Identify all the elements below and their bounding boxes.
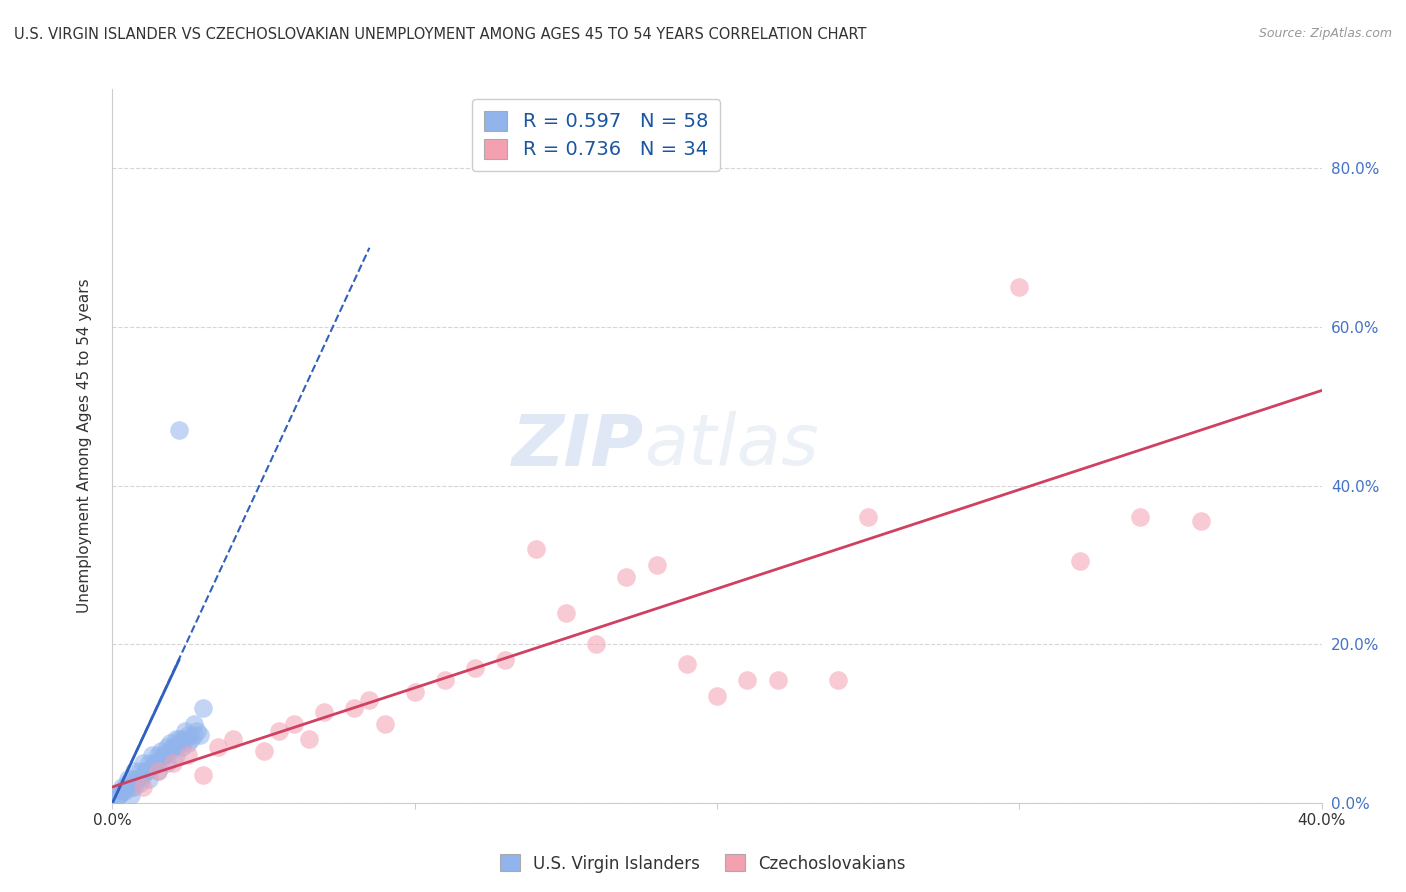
Point [132,756,155,771]
Point [104,792,127,806]
Point [283,716,305,731]
Point [162,740,184,755]
Point [135,764,157,778]
Point [165,732,187,747]
Point [180,732,202,747]
Point [122,764,145,778]
Point [222,732,245,747]
Point [167,732,190,747]
Point [359,692,381,706]
Point [675,657,697,671]
Point [645,558,668,572]
Point [141,760,163,774]
Point [433,673,456,687]
Point [117,776,139,790]
Point [149,752,172,766]
Point [174,724,197,739]
Point [267,724,290,739]
Text: ZIP: ZIP [512,411,644,481]
Point [110,784,132,798]
Text: Source: ZipAtlas.com: Source: ZipAtlas.com [1258,27,1392,40]
Point [464,661,486,675]
Point [138,772,160,786]
Point [159,744,181,758]
Point [177,748,200,763]
Point [117,772,139,786]
Point [110,784,132,798]
Point [132,780,155,794]
Point [153,748,176,763]
Point [143,756,166,771]
Point [156,756,179,771]
Point [120,772,142,786]
Point [114,784,136,798]
Point [146,764,169,778]
Point [177,736,200,750]
Point [167,736,190,750]
Point [524,542,547,557]
Point [125,772,148,786]
Point [128,764,150,778]
Point [156,740,179,755]
Point [314,705,336,719]
Point [135,764,157,778]
Point [107,788,129,802]
Point [120,780,142,794]
Point [191,768,214,782]
Point [1129,510,1152,524]
Point [495,653,517,667]
Point [856,510,880,524]
Point [183,716,205,731]
Point [153,748,176,763]
Point [122,780,145,794]
Point [343,700,366,714]
Point [706,689,728,703]
Point [170,732,193,747]
Legend: R = 0.597   N = 58, R = 0.736   N = 34: R = 0.597 N = 58, R = 0.736 N = 34 [472,99,720,171]
Point [191,700,214,714]
Legend: U.S. Virgin Islanders, Czechoslovakians: U.S. Virgin Islanders, Czechoslovakians [494,847,912,880]
Point [766,673,789,687]
Point [737,673,759,687]
Point [174,732,197,747]
Point [146,748,169,763]
Y-axis label: Unemployment Among Ages 45 to 54 years: Unemployment Among Ages 45 to 54 years [77,278,91,614]
Point [827,673,849,687]
Point [177,728,200,742]
Point [167,423,190,437]
Point [138,756,160,771]
Point [132,768,155,782]
Point [143,756,166,771]
Text: atlas: atlas [644,411,820,481]
Point [183,728,205,742]
Point [114,780,136,794]
Point [162,756,184,771]
Point [188,728,211,742]
Point [298,732,321,747]
Point [125,772,148,786]
Point [186,724,208,739]
Point [149,744,172,758]
Point [1069,554,1091,568]
Point [616,570,638,584]
Point [1189,514,1212,528]
Point [554,606,576,620]
Point [120,788,142,802]
Point [159,736,181,750]
Point [374,716,396,731]
Point [162,740,184,755]
Point [146,764,169,778]
Text: U.S. VIRGIN ISLANDER VS CZECHOSLOVAKIAN UNEMPLOYMENT AMONG AGES 45 TO 54 YEARS C: U.S. VIRGIN ISLANDER VS CZECHOSLOVAKIAN … [14,27,866,42]
Point [1008,280,1031,294]
Point [585,637,607,651]
Point [170,740,193,755]
Point [207,740,229,755]
Point [165,748,187,763]
Point [253,744,276,758]
Point [141,748,163,763]
Point [107,788,129,802]
Point [110,780,132,794]
Point [128,776,150,790]
Point [404,685,426,699]
